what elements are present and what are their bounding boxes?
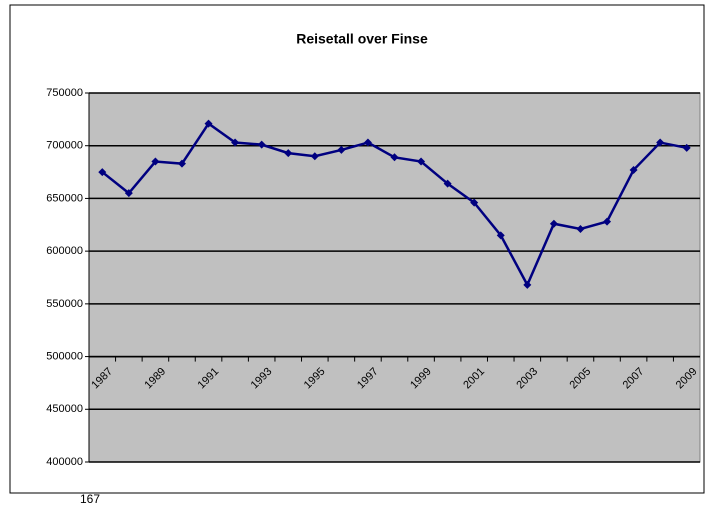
data-point bbox=[177, 159, 186, 168]
y-tick-label: 750000 bbox=[46, 87, 83, 99]
y-tick-label: 650000 bbox=[46, 192, 83, 204]
data-point bbox=[257, 140, 266, 149]
data-point bbox=[523, 280, 532, 289]
data-point bbox=[124, 189, 133, 198]
data-point bbox=[204, 119, 213, 128]
data-point bbox=[390, 153, 399, 162]
data-point bbox=[337, 145, 346, 154]
data-point bbox=[231, 138, 240, 147]
data-point bbox=[656, 138, 665, 147]
y-tick-label: 500000 bbox=[46, 350, 83, 362]
chart-title: Reisetall over Finse bbox=[296, 31, 428, 47]
data-point bbox=[284, 149, 293, 158]
data-point bbox=[151, 157, 160, 166]
y-tick-label: 400000 bbox=[46, 456, 83, 468]
y-tick-label: 450000 bbox=[46, 403, 83, 415]
data-point bbox=[496, 231, 505, 240]
data-point bbox=[363, 138, 372, 147]
data-point bbox=[603, 217, 612, 226]
data-point bbox=[576, 225, 585, 234]
data-point bbox=[629, 165, 638, 174]
y-tick-label: 550000 bbox=[46, 298, 83, 310]
data-point bbox=[417, 157, 426, 166]
plot-area bbox=[88, 92, 701, 463]
y-tick-label: 700000 bbox=[46, 140, 83, 152]
data-point bbox=[98, 168, 107, 177]
data-point bbox=[310, 152, 319, 161]
footer-text: 167 bbox=[80, 492, 100, 506]
data-point bbox=[470, 198, 479, 207]
data-point bbox=[443, 179, 452, 188]
data-point bbox=[682, 143, 691, 152]
data-point bbox=[549, 219, 558, 228]
y-tick-label: 600000 bbox=[46, 245, 83, 257]
